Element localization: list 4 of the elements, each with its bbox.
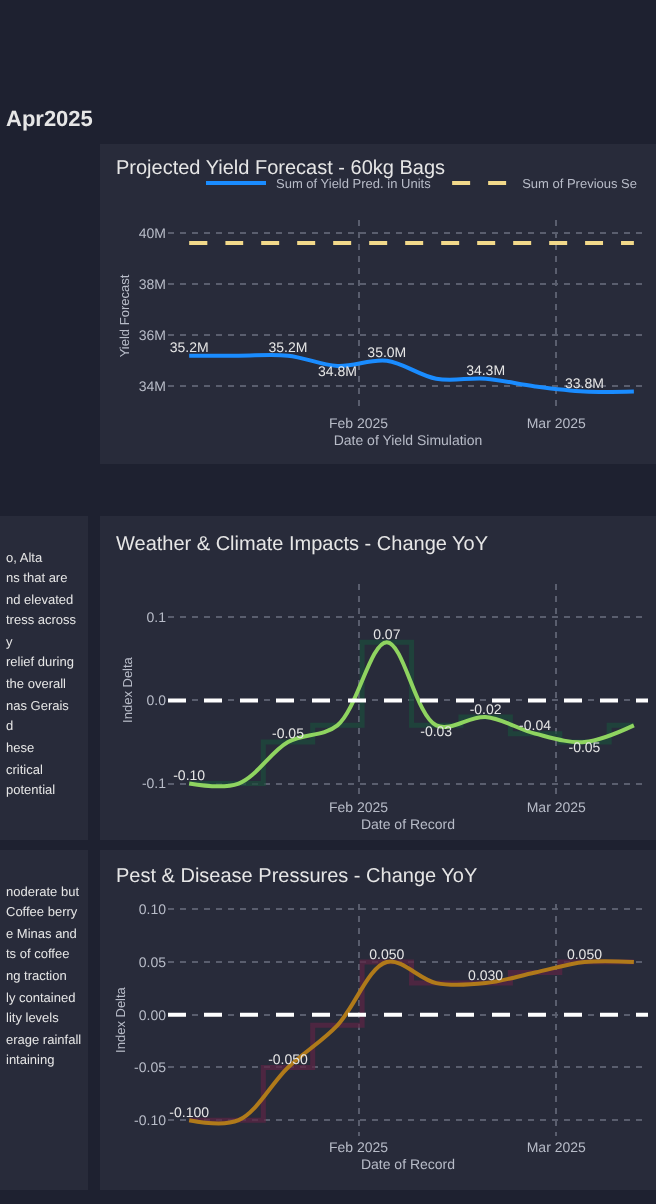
chart-title: Projected Yield Forecast - 60kg Bags (116, 158, 446, 180)
text: Apr2025 (6, 108, 93, 132)
chart-title: Pest & Disease Pressures - Change YoY (116, 866, 478, 888)
chart-title: Weather & Climate Impacts - Change YoY (116, 534, 489, 556)
